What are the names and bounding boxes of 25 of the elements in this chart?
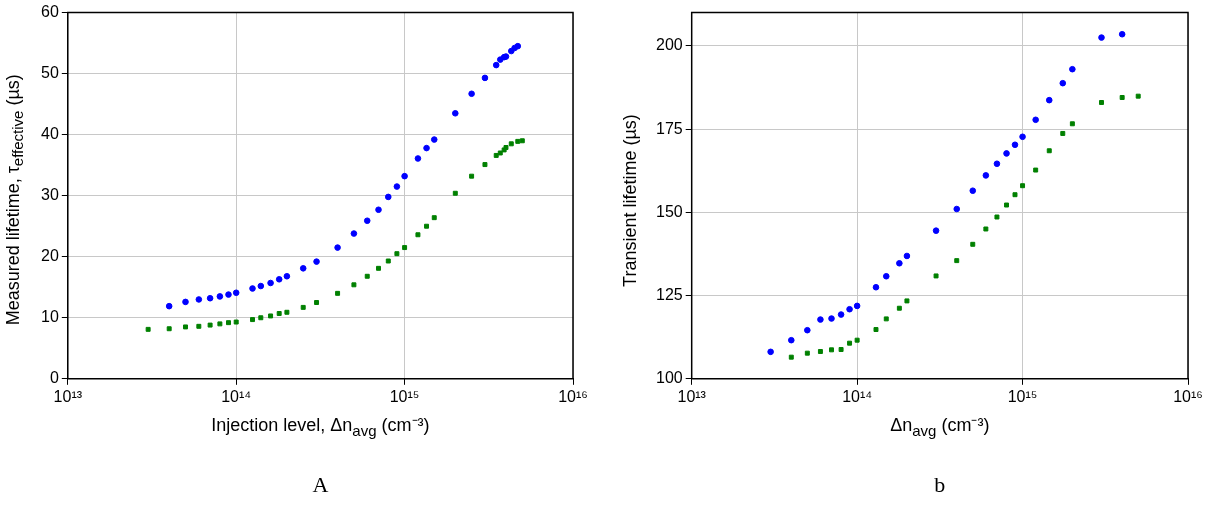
y-tick-label: 60 [41, 3, 59, 21]
x-tick-label: 10¹⁴ [221, 387, 252, 405]
y-tick-label: 125 [655, 285, 683, 303]
y-tick-label: 40 [41, 125, 59, 143]
x-axis-title: Injection level, Δn$_{avg}$ (cm⁻³) [211, 414, 430, 439]
y-tick-label: 10 [41, 308, 59, 326]
x-tick-label: 10¹⁵ [1007, 387, 1038, 405]
x-tick-label: 10¹³ [677, 387, 707, 405]
x-tick-label: 10¹⁶ [558, 387, 588, 405]
y-tick-label: 200 [655, 36, 683, 54]
x-axis-title: Δn$_{avg}$ (cm⁻³) [890, 414, 990, 439]
x-tick-label: 10¹⁵ [389, 387, 420, 405]
x-tick-label: 10¹⁴ [842, 387, 873, 405]
y-axis-title: Transient lifetime (µs) [619, 113, 641, 287]
y-tick-label: 50 [41, 64, 59, 82]
y-tick-label: 30 [41, 186, 59, 204]
text: A [312, 472, 329, 498]
x-tick-label: 10¹³ [53, 387, 83, 405]
y-tick-label: 175 [655, 119, 683, 137]
y-tick-label: 0 [49, 369, 59, 387]
y-tick-label: 100 [655, 369, 683, 387]
text: b [934, 472, 946, 498]
y-tick-label: 20 [41, 247, 59, 265]
x-tick-label: 10¹⁶ [1173, 387, 1203, 405]
y-tick-label: 150 [655, 202, 683, 220]
